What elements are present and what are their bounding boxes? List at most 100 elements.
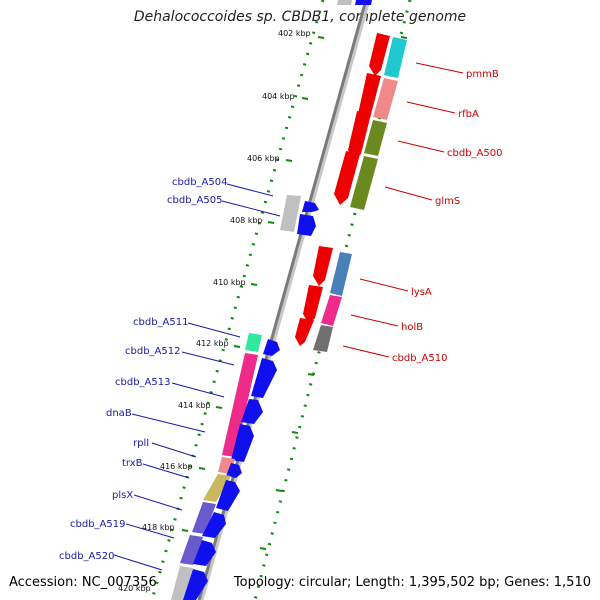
feature-block bbox=[384, 37, 407, 78]
gene-label: rfbA bbox=[458, 109, 479, 120]
leader-line bbox=[350, 314, 399, 327]
cds-features-upper bbox=[350, 37, 407, 210]
cds-arrow bbox=[313, 246, 333, 286]
cds-arrow bbox=[303, 285, 323, 324]
cds-arrow bbox=[216, 480, 240, 511]
tick-label: 414 kbp bbox=[178, 401, 211, 410]
gene-label: trxB bbox=[122, 458, 143, 469]
feature-block bbox=[203, 474, 231, 502]
gene-label: lysA bbox=[411, 287, 432, 298]
gene-label: cbdb_A519 bbox=[70, 519, 125, 530]
cds-arrow bbox=[241, 399, 263, 424]
tick-mark bbox=[275, 489, 283, 492]
leader-line bbox=[221, 200, 281, 217]
leader-line bbox=[359, 278, 409, 292]
cds-arrows-upper bbox=[334, 33, 390, 205]
feature-block bbox=[350, 156, 378, 210]
gene-feature-top bbox=[337, 0, 352, 5]
tick-mark bbox=[259, 547, 267, 550]
leader-line bbox=[384, 186, 433, 201]
leader-line bbox=[226, 183, 274, 197]
tick-mark bbox=[198, 467, 206, 470]
cds-arrow bbox=[202, 512, 226, 538]
tick-label: 412 kbp bbox=[196, 339, 229, 348]
feature-block bbox=[222, 353, 258, 457]
leader-line bbox=[125, 523, 175, 539]
cds-arrows-middle bbox=[295, 246, 352, 352]
feature-block bbox=[330, 252, 352, 296]
gene-label: plsX bbox=[112, 490, 133, 501]
leader-line bbox=[171, 382, 225, 398]
gene-label: cbdb_A520 bbox=[59, 551, 114, 562]
tick-label: 418 kbp bbox=[142, 523, 175, 532]
cds-arrow bbox=[226, 463, 242, 478]
leader-line bbox=[187, 322, 241, 338]
accession-text: Accession: NC_007356 bbox=[9, 575, 157, 590]
tick-mark bbox=[307, 373, 315, 376]
feature-block bbox=[313, 325, 333, 352]
gene-label: pmmB bbox=[466, 69, 499, 80]
feature-block bbox=[373, 78, 398, 120]
tick-mark bbox=[285, 159, 293, 162]
tick-label: 408 kbp bbox=[230, 216, 263, 225]
tick-label: 402 kbp bbox=[278, 29, 311, 38]
cds-arrow bbox=[369, 33, 390, 76]
cds-arrow bbox=[334, 151, 360, 205]
cds-arrow bbox=[297, 214, 316, 236]
leader-line bbox=[142, 463, 190, 479]
feature-block bbox=[180, 535, 203, 565]
tick-mark bbox=[301, 97, 309, 100]
cds-arrow bbox=[302, 201, 319, 212]
gene-label: holB bbox=[401, 322, 423, 333]
tick-mark bbox=[181, 529, 189, 532]
gene-label: cbdb_A500 bbox=[447, 148, 502, 159]
cds-arrow bbox=[295, 318, 314, 346]
tick-marks bbox=[181, 36, 408, 550]
leader-line bbox=[342, 345, 390, 358]
leader-line bbox=[415, 62, 464, 74]
tick-mark bbox=[215, 406, 223, 409]
gene-label: cbdb_A510 bbox=[392, 353, 447, 364]
gene-label: cbdb_A504 bbox=[172, 177, 227, 188]
cds-arrow bbox=[193, 540, 216, 566]
leader-line bbox=[113, 554, 163, 571]
tick-mark bbox=[291, 431, 299, 434]
gene-label: glmS bbox=[435, 196, 460, 207]
gene-feature-top bbox=[355, 0, 372, 5]
cds-arrow bbox=[263, 339, 280, 356]
cds-arrow bbox=[348, 111, 371, 160]
feature-block bbox=[171, 566, 193, 600]
tick-label: 406 kbp bbox=[247, 154, 280, 163]
tick-label: 410 kbp bbox=[213, 278, 246, 287]
feature-block bbox=[192, 502, 216, 534]
leader-line bbox=[133, 494, 183, 511]
feature-block bbox=[245, 333, 262, 352]
leader-line bbox=[131, 413, 206, 433]
gene-label: cbdb_A505 bbox=[167, 195, 222, 206]
cds-features-lower bbox=[171, 333, 280, 600]
leader-line bbox=[151, 442, 197, 458]
feature-block bbox=[280, 195, 301, 232]
cds-arrow bbox=[358, 73, 381, 124]
tick-label: 404 kbp bbox=[262, 92, 295, 101]
tick-mark bbox=[400, 36, 408, 39]
tick-label: 420 kbp bbox=[118, 584, 151, 593]
inner-dotted-ring bbox=[150, 0, 325, 600]
gene-label: cbdb_A513 bbox=[115, 377, 170, 388]
tick-mark bbox=[250, 283, 258, 286]
gene-label: cbdb_A512 bbox=[125, 346, 180, 357]
cds-arrow bbox=[231, 424, 254, 462]
tick-label: 416 kbp bbox=[160, 462, 193, 471]
leader-line bbox=[406, 101, 456, 114]
gene-label: dnaB bbox=[106, 408, 132, 419]
gene-label: rplI bbox=[133, 438, 149, 449]
feature-block bbox=[321, 295, 342, 326]
tick-mark bbox=[233, 345, 241, 348]
cds-arrow bbox=[251, 358, 277, 398]
genome-summary-text: Topology: circular; Length: 1,395,502 bp… bbox=[233, 575, 591, 590]
gene-label: cbdb_A511 bbox=[133, 317, 188, 328]
feature-block bbox=[364, 120, 387, 156]
left-labels: cbdb_A504 cbdb_A505 cbdb_A511 cbdb_A512 … bbox=[59, 177, 281, 571]
leader-line bbox=[397, 140, 445, 153]
